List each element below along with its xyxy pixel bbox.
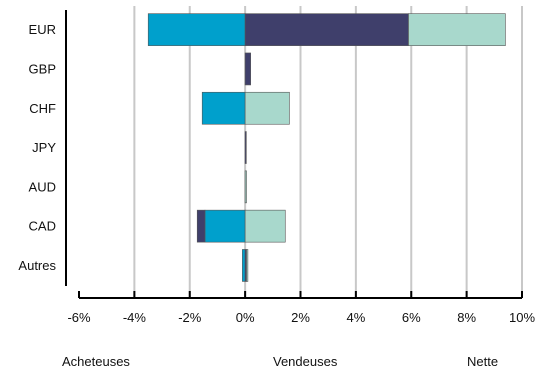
bar-chf-acheteuses [201, 91, 246, 125]
bar-aud-nette [244, 170, 247, 204]
bar-eur-vendeuses [244, 13, 409, 46]
category-label: CHF [29, 101, 56, 116]
gridlines [133, 6, 523, 298]
category-label: Autres [18, 258, 56, 273]
legend-item-acheteuses: Acheteuses [62, 354, 130, 369]
x-tick-label: -2% [178, 310, 202, 325]
bar-eur-nette [408, 13, 506, 46]
bar-cad-vendeuses [196, 209, 206, 243]
x-tick-label: -4% [123, 310, 147, 325]
x-tick-label: 6% [402, 310, 421, 325]
category-label: GBP [29, 61, 56, 76]
bar-jpy-vendeuses [244, 131, 247, 164]
x-tick-label: 10% [509, 310, 535, 325]
x-ticks: -6% -4% -2% 0% 2% 4% 6% 8% 10% [67, 291, 535, 325]
bar-eur-acheteuses [147, 13, 246, 46]
category-label: AUD [29, 179, 56, 194]
x-tick-label: -6% [67, 310, 91, 325]
bar-autres-nette [246, 249, 249, 282]
bar-cad-nette [244, 209, 286, 243]
x-tick-label: 2% [291, 310, 310, 325]
x-tick-label: 0% [236, 310, 255, 325]
category-labels: EUR GBP CHF JPY AUD CAD Autres [18, 22, 56, 273]
bar-cad-acheteuses [204, 209, 246, 243]
category-label: EUR [29, 22, 56, 37]
x-tick-label: 8% [457, 310, 476, 325]
x-tick-label: 4% [346, 310, 365, 325]
legend-item-vendeuses: Vendeuses [273, 354, 338, 369]
legend-item-nette: Nette [467, 354, 499, 369]
category-label: JPY [32, 140, 56, 155]
bars [147, 13, 506, 282]
category-label: CAD [29, 219, 56, 234]
bar-chf-nette [244, 91, 290, 125]
bar-autres-acheteuses [242, 249, 246, 282]
bar-gbp-vendeuses [244, 52, 251, 86]
